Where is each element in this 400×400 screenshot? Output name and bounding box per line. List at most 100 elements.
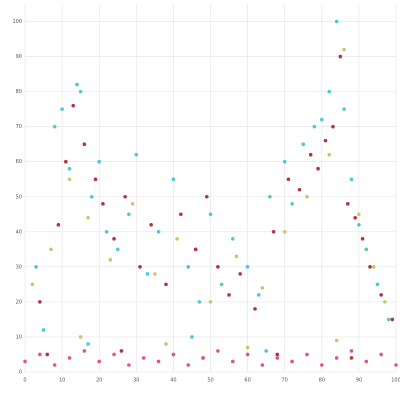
point — [342, 107, 346, 111]
x-tick-label: 70 — [282, 378, 288, 384]
point — [75, 82, 79, 87]
point — [171, 352, 176, 357]
point — [41, 328, 46, 332]
point — [297, 187, 302, 192]
point — [123, 194, 127, 199]
point — [371, 265, 376, 269]
point — [349, 356, 354, 360]
point — [349, 177, 354, 182]
point — [60, 107, 64, 111]
x-tick-label: 10 — [59, 378, 65, 384]
point — [38, 352, 42, 357]
point — [282, 159, 287, 164]
point — [301, 142, 306, 146]
point — [334, 338, 339, 343]
point — [353, 215, 357, 220]
y-tick-label: 80 — [16, 89, 22, 95]
point — [216, 265, 220, 269]
point — [141, 356, 146, 360]
point — [375, 282, 380, 287]
point — [190, 335, 194, 339]
point — [89, 194, 94, 199]
point — [86, 342, 90, 346]
point — [138, 265, 142, 269]
point — [175, 237, 179, 241]
point — [56, 223, 61, 227]
point — [282, 230, 287, 234]
point — [253, 307, 257, 311]
point — [379, 293, 383, 297]
point — [112, 237, 116, 241]
point — [334, 19, 339, 24]
point — [379, 352, 383, 357]
point — [256, 293, 261, 297]
point — [112, 352, 116, 357]
point — [245, 265, 250, 269]
point — [290, 359, 294, 364]
point — [338, 54, 343, 59]
point — [230, 359, 235, 364]
point — [368, 265, 372, 269]
point — [52, 124, 57, 129]
point — [67, 166, 72, 171]
point — [97, 159, 101, 164]
x-tick-label: 30 — [133, 378, 139, 384]
point — [316, 166, 320, 171]
point — [327, 89, 332, 94]
point — [52, 363, 57, 367]
point — [30, 282, 35, 287]
point — [390, 317, 395, 322]
point — [93, 177, 98, 182]
point — [153, 272, 157, 276]
y-tick-label: 10 — [16, 334, 22, 340]
point — [349, 349, 354, 353]
point — [360, 237, 365, 241]
point — [115, 247, 120, 252]
y-tick-label: 60 — [16, 159, 22, 165]
point — [305, 352, 309, 357]
point — [38, 300, 42, 304]
point — [331, 124, 335, 129]
point — [49, 247, 53, 252]
point — [230, 237, 235, 241]
point — [264, 349, 268, 353]
point — [104, 230, 109, 234]
point — [45, 352, 50, 357]
point — [327, 152, 332, 157]
point — [268, 194, 272, 199]
point — [127, 363, 131, 367]
point — [201, 356, 205, 360]
point — [23, 359, 27, 364]
point — [149, 223, 153, 227]
point — [145, 272, 150, 276]
y-tick-label: 40 — [16, 229, 22, 235]
point — [342, 47, 346, 52]
y-tick-label: 50 — [16, 194, 22, 200]
point — [245, 345, 250, 350]
point — [216, 349, 220, 353]
point — [312, 124, 317, 129]
point — [156, 359, 161, 364]
point — [127, 212, 131, 217]
point — [164, 282, 168, 287]
point — [320, 117, 324, 122]
point — [357, 223, 361, 227]
y-tick-label: 30 — [16, 264, 22, 270]
point — [78, 89, 83, 94]
point — [227, 293, 231, 297]
point — [394, 363, 398, 367]
point — [238, 272, 242, 276]
point — [101, 201, 105, 206]
y-tick-label: 20 — [16, 299, 22, 305]
point — [208, 212, 213, 217]
point — [334, 356, 339, 360]
x-tick-label: 40 — [170, 378, 176, 384]
point — [156, 230, 161, 234]
point — [323, 138, 328, 143]
point — [67, 177, 72, 182]
point — [271, 230, 276, 234]
point — [286, 177, 291, 182]
point — [234, 254, 239, 259]
point — [208, 300, 213, 304]
